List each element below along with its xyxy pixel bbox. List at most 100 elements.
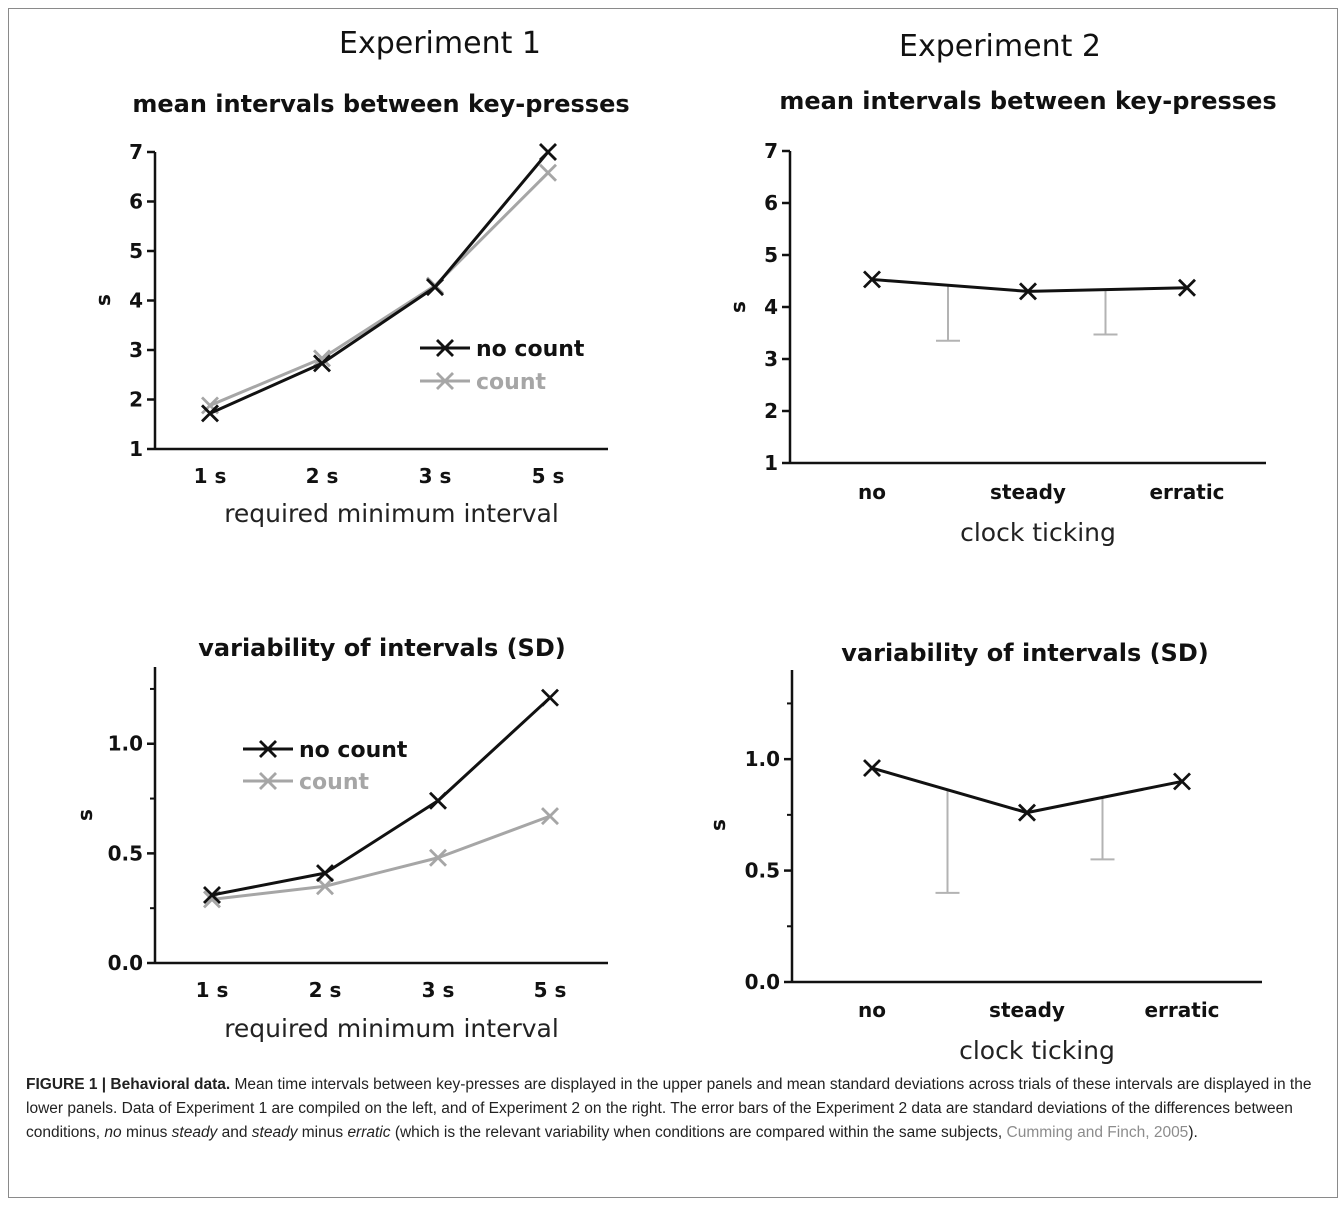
y-axis-label: s: [91, 294, 115, 306]
marker-x-b: [316, 877, 334, 896]
marker-x-b: [259, 772, 277, 790]
x-tick-label: 2 s: [306, 464, 339, 488]
data-point: [539, 163, 557, 182]
data-point: [1178, 278, 1196, 297]
x-tick-label: 1 s: [196, 978, 229, 1002]
chart-title: variability of intervals (SD): [841, 639, 1208, 667]
data-point: [313, 349, 331, 368]
x-tick-label: steady: [989, 998, 1065, 1022]
y-tick-label: 0.5: [745, 859, 780, 883]
series-line: [209, 151, 550, 415]
marker-x-b: [429, 848, 447, 867]
experiment-2-title: Experiment 2: [899, 29, 1101, 64]
caption-text-1: Mean time intervals between key-presses …: [26, 1076, 1312, 1141]
y-tick-label: 7: [129, 140, 143, 164]
data-point: [1019, 282, 1037, 301]
data-point: [426, 278, 444, 297]
caption-citation-link[interactable]: Cumming and Finch, 2005: [1006, 1124, 1189, 1141]
legend-entry: count: [420, 370, 546, 395]
data-point: [316, 864, 334, 883]
chart-panel-2: mean intervals between key-presses 1 2 3 4 5 6…: [726, 87, 1277, 547]
data-point: [316, 877, 334, 896]
y-tick-label: 4: [129, 289, 143, 313]
experiment-1-title: Experiment 1: [339, 26, 541, 61]
series-no-count: [203, 688, 559, 905]
data-point: [863, 270, 881, 289]
legend-entry: no count: [420, 337, 585, 362]
x-tick-label: steady: [990, 480, 1066, 504]
x-tick-label: no: [858, 480, 886, 504]
x-tick-label: 5 s: [532, 464, 565, 488]
marker-x-b: [316, 864, 334, 883]
marker-x-b: [539, 143, 557, 161]
marker-x-b: [863, 270, 881, 289]
data-point: [201, 404, 219, 423]
marker-x-b: [429, 791, 447, 810]
x-tick-label: 2 s: [309, 978, 342, 1002]
x-axis-label: clock ticking: [960, 518, 1116, 547]
marker-x-b: [541, 688, 559, 707]
figure-frame: [8, 8, 1338, 1198]
marker-x-b: [201, 404, 219, 423]
chart-title: mean intervals between key-presses: [779, 87, 1276, 115]
data-point: [541, 688, 559, 707]
x-tick-label: 3 s: [422, 978, 455, 1002]
caption-text-2: minus: [121, 1124, 172, 1141]
marker-x-b: [436, 339, 454, 357]
y-tick-label: 5: [129, 239, 143, 263]
y-tick-label: 7: [764, 139, 778, 163]
marker-x-b: [539, 163, 557, 182]
marker-x-b: [313, 354, 331, 373]
marker-x-b: [1173, 772, 1191, 791]
y-tick-label: 0.0: [108, 951, 143, 975]
marker-x-b: [203, 886, 221, 905]
chart-panel-3: variability of intervals (SD) 0.0 0.5 1.0 1 …: [73, 634, 608, 1043]
data-point: [429, 791, 447, 810]
y-tick-label: 1: [764, 451, 778, 475]
caption-text-5: (which is the relevant variability when …: [390, 1124, 1007, 1141]
marker-x-b: [259, 740, 277, 758]
caption-em-steady-2: steady: [251, 1124, 298, 1141]
series-line: [211, 696, 552, 897]
y-tick-label: 1: [129, 437, 143, 461]
caption-text-3: and: [217, 1124, 252, 1141]
x-tick-label: erratic: [1144, 998, 1219, 1022]
y-tick-label: 0.0: [745, 970, 780, 994]
legend-label: count: [476, 370, 546, 395]
caption-label: FIGURE 1 | Behavioral data.: [26, 1076, 231, 1093]
marker-x-b: [541, 807, 559, 826]
y-tick-label: 3: [129, 338, 143, 362]
legend-label: count: [299, 770, 369, 795]
y-axis-label: s: [706, 819, 730, 831]
series-no-count: [201, 143, 557, 423]
marker-x-b: [426, 278, 444, 297]
caption-em-no: no: [104, 1124, 122, 1141]
x-tick-label: 1 s: [194, 464, 227, 488]
caption-text-6: ).: [1188, 1124, 1198, 1141]
marker-x-b: [201, 396, 219, 415]
y-tick-label: 5: [764, 243, 778, 267]
series-mean: [863, 759, 1191, 822]
data-point: [203, 886, 221, 905]
marker-x-b: [1019, 282, 1037, 301]
marker-x-b: [863, 759, 881, 778]
data-point: [863, 759, 881, 778]
caption-em-erratic: erratic: [347, 1124, 391, 1141]
y-tick-label: 2: [764, 399, 778, 423]
y-tick-label: 6: [764, 191, 778, 215]
x-tick-label: erratic: [1149, 480, 1224, 504]
series-line: [209, 171, 550, 407]
caption-em-steady: steady: [171, 1124, 218, 1141]
legend-label: no count: [299, 738, 408, 763]
x-axis-label: clock ticking: [959, 1036, 1115, 1065]
figure-caption: FIGURE 1 | Behavioral data. Mean time in…: [26, 1073, 1322, 1145]
data-point: [1018, 803, 1036, 822]
series-mean: [863, 270, 1196, 301]
chart-panel-4: variability of intervals (SD) 0.0 0.5 1.0 no…: [706, 639, 1262, 1065]
chart-title: mean intervals between key-presses: [132, 90, 629, 118]
marker-x-b: [1018, 803, 1036, 822]
x-axis-label: required minimum interval: [224, 499, 559, 528]
x-axis-label: required minimum interval: [224, 1014, 559, 1043]
y-tick-label: 2: [129, 388, 143, 412]
